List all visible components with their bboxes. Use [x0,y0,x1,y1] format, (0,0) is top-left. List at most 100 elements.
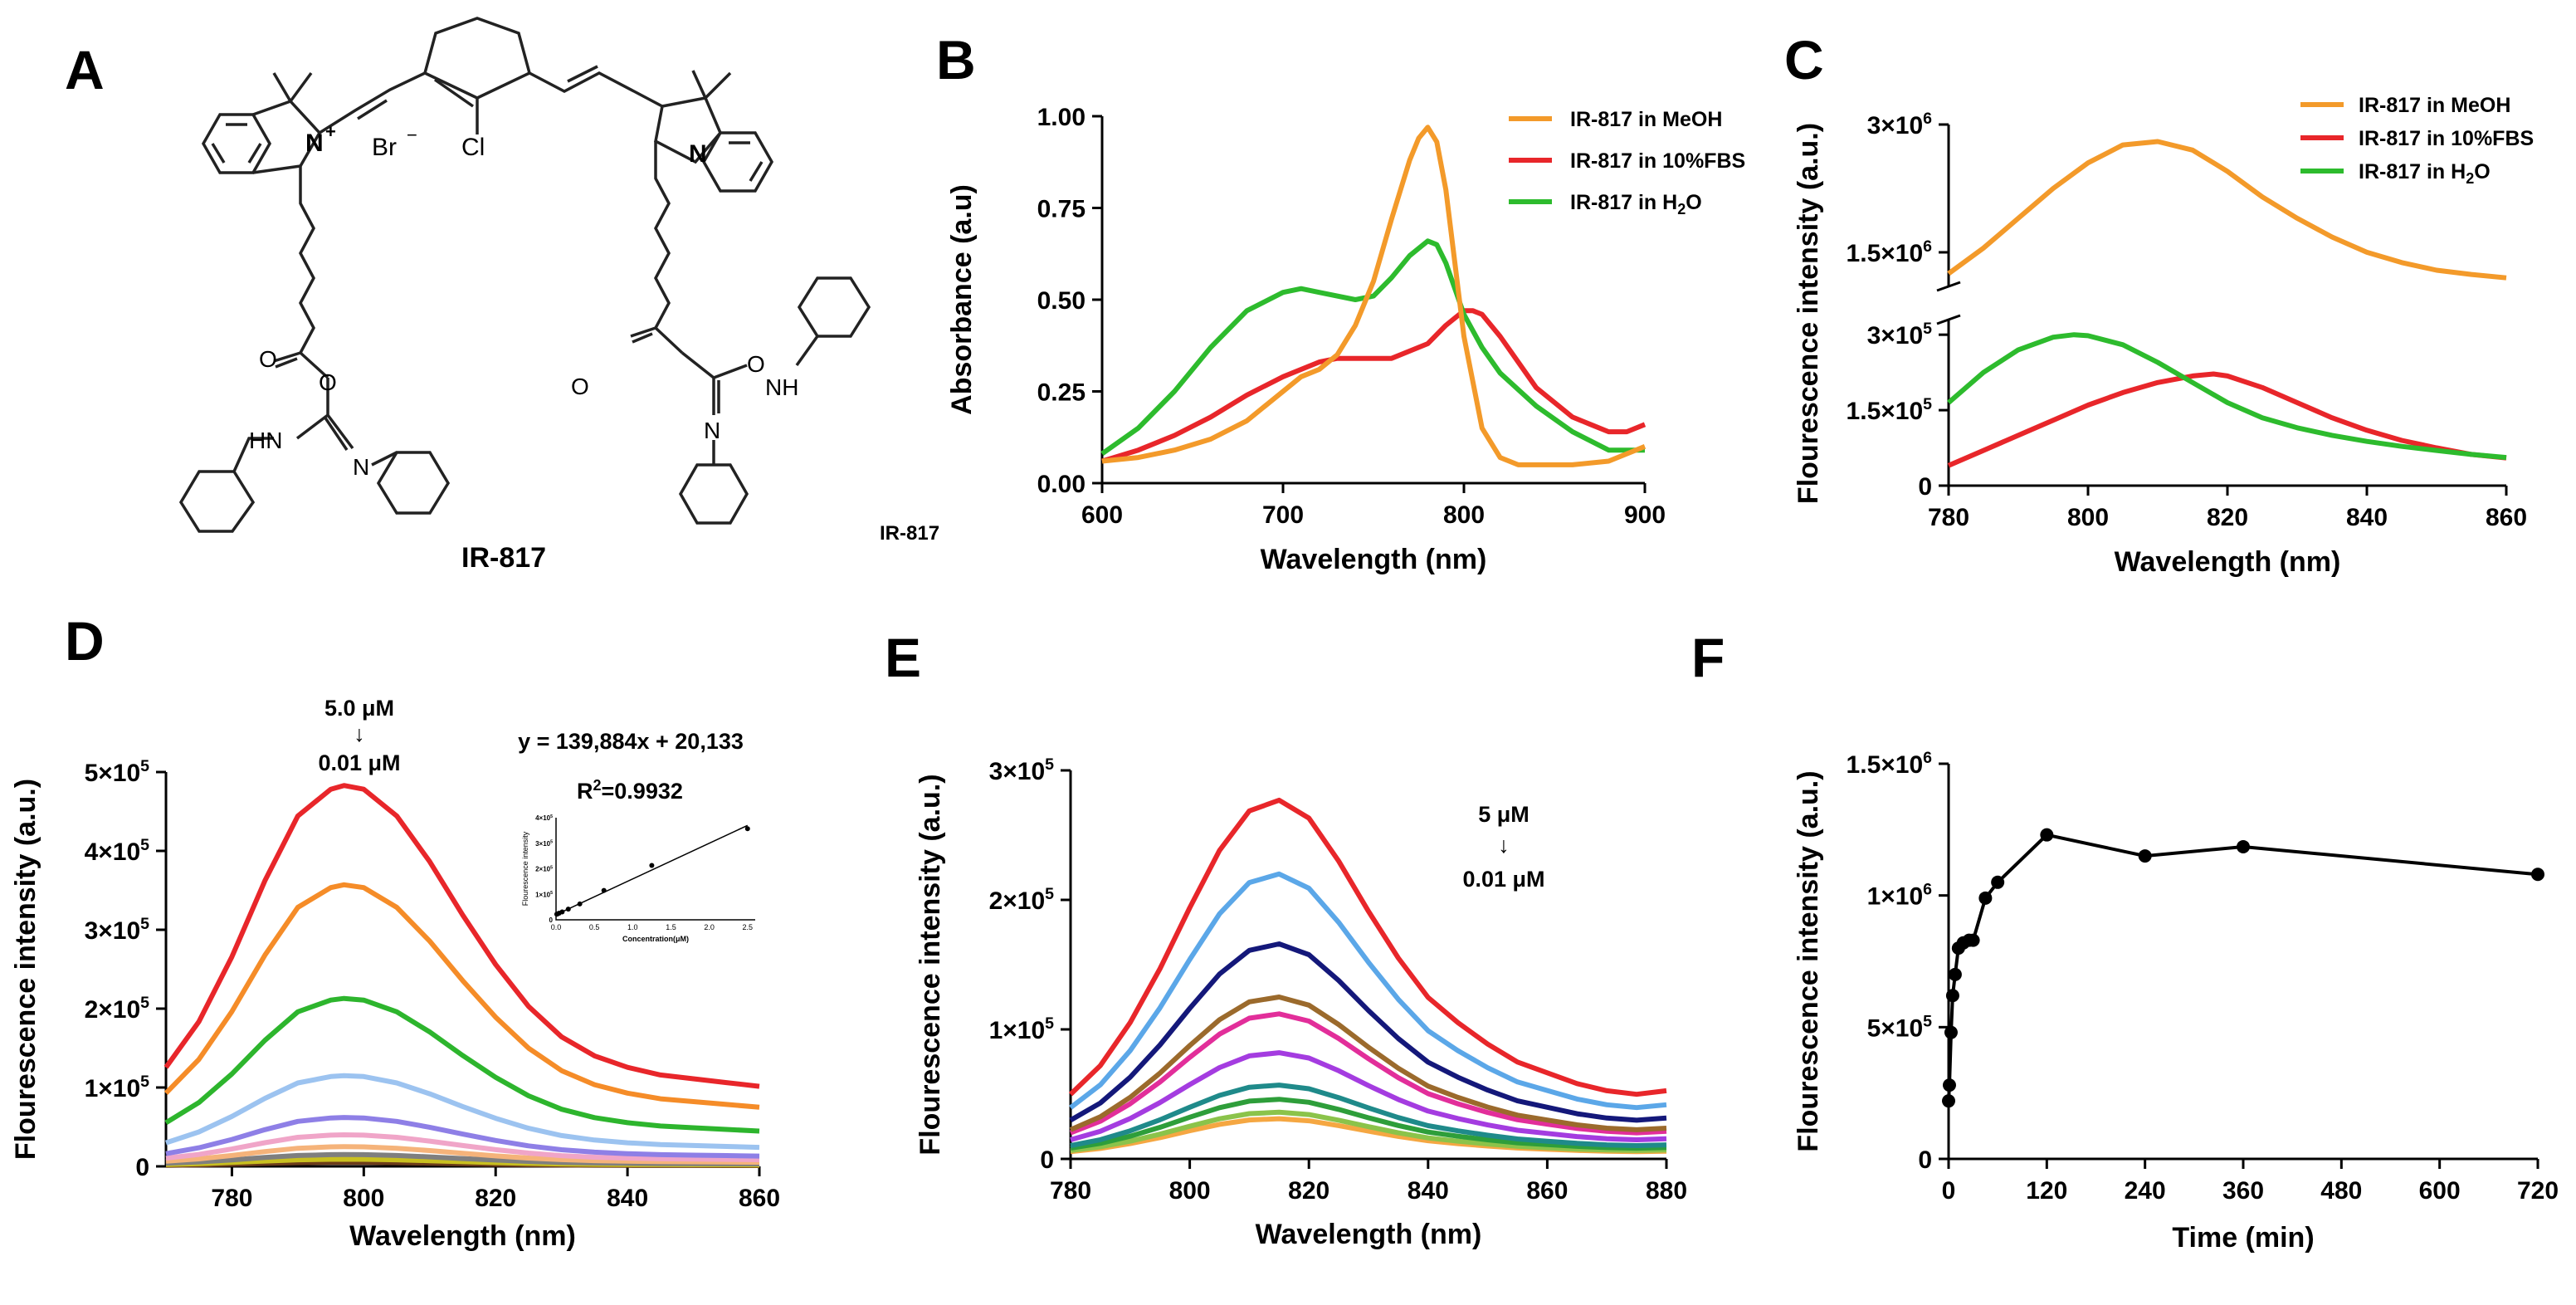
inset-y-tick-label: 2×105 [535,865,553,872]
series-line [1069,941,1667,1123]
y-tick-label: 2×105 [85,994,150,1024]
inset-y-tick-label: 1×105 [535,891,553,898]
chart-absorbance: 600 700 800 900 0.00 0.25 0.50 0.75 1.00 Waveleng… [946,104,1745,575]
inset-y-tick-label: 3×105 [535,840,553,848]
inset-x-tick-label: 2.0 [704,923,715,931]
x-tick-label: 860 [739,1185,780,1212]
y-tick-label: 0.00 [1037,471,1086,498]
annotation-top: 5.0 μM [324,696,394,721]
chart-fluorescence-solvents: 780 800 820 840 860 1.5×106 3×106 0 1.5×105 3×105… [1793,94,2534,578]
data-point [1966,933,1980,947]
series-line [1069,871,1667,1111]
data-point [2138,849,2152,863]
x-tick-label: 780 [1050,1177,1091,1205]
atom-cl: Cl [461,134,485,161]
annotation-arrow: ↓ [354,721,365,746]
legend-label: IR-817 in H2O [1570,191,1702,218]
series-line [1070,1109,1667,1153]
ir817-structure [178,17,871,533]
y-tick-label: 0.25 [1037,379,1086,407]
inset-x-tick-label: 1.0 [627,923,638,931]
x-tick-label: 780 [1928,504,1969,531]
atom-o-left-ester: O [319,369,337,395]
compound-name: IR-817 [461,542,546,574]
series-line [1947,371,2507,468]
series-line [1070,1050,1667,1142]
x-tick-label: 800 [343,1185,384,1212]
x-axis-label: Wavelength (nm) [1261,544,1487,575]
inset-point [601,887,607,893]
series-line [165,1144,760,1165]
series-line [1069,1011,1667,1136]
inset-point [744,826,750,832]
inset-point [577,901,583,907]
legend-label: IR-817 in H2O [2359,160,2491,187]
inset-point [559,909,565,915]
fit-equation: y = 139,884x + 20,133 [518,729,744,754]
y-tick-label: 3×105 [85,915,150,945]
axes [1947,764,2538,1161]
x-tick-label: 820 [2207,504,2248,531]
inset-y-label: Flourescence intensity [521,831,529,906]
chart-fluorescence-concentration: 780 800 820 840 860 880 0 1×105 2×105 3×105 Wavele… [915,755,1687,1250]
y-tick-label: 5×105 [1867,1012,1933,1042]
x-axis-label: Wavelength (nm) [1256,1219,1482,1250]
annotation-arrow: ↓ [1498,833,1510,858]
legend-label: IR-817 in MeOH [2359,94,2510,117]
inset-x-tick-label: 0.0 [551,923,562,931]
series-line [163,882,760,1110]
annotation-bottom: 0.01 μM [1462,867,1544,892]
series-line [1069,995,1667,1132]
atom-n-right: N [689,140,707,168]
series-line [1068,797,1667,1097]
y-tick-label: 0 [1040,1146,1054,1174]
y-tick-label: 1.5×105 [1847,395,1933,425]
data-point [1945,989,1959,1003]
atom-charge: + [325,121,336,142]
data-point [1991,875,2005,889]
atom-n-left: N [305,130,324,157]
y-axis-label: Flourescence intensity (a.u.) [1793,123,1824,504]
inset-fit-line [555,824,749,916]
data-point [1942,1078,1956,1092]
atom-n-left-imine: N [353,454,369,480]
x-tick-label: 820 [475,1185,516,1212]
data-point [1978,891,1993,905]
series-line [1100,238,1645,457]
axis-break-mark [1936,314,1961,325]
data-point [2531,868,2544,882]
inset-y-tick-label: 4×105 [535,814,553,822]
inset-x-tick-label: 1.5 [666,923,676,931]
x-tick-label: 0 [1942,1177,1956,1205]
y-tick-label: 3×105 [989,755,1055,785]
data-point [2040,828,2054,842]
x-tick-label: 800 [1443,501,1485,529]
x-axis-label: Wavelength (nm) [349,1220,576,1252]
inset-x-tick-label: 0.5 [589,923,600,931]
panel-label-d: D [65,610,105,672]
inset-point [649,863,655,868]
axis-break-mark [1936,281,1961,292]
data-point [1948,967,1962,981]
y-tick-label: 4×105 [85,836,150,866]
y-tick-label: 0 [1918,1146,1932,1174]
x-tick-label: 800 [2067,504,2109,531]
inset-point [565,907,571,912]
x-axis-label: Time (min) [2172,1222,2314,1254]
y-tick-label: 0 [135,1154,149,1181]
inset-x-label: Concentration(μM) [622,935,689,943]
inset-axes [555,818,755,921]
x-axis-label: Wavelength (nm) [2115,546,2341,578]
y-tick-label: 0.75 [1037,196,1086,223]
counter-ion-minus: − [407,125,417,145]
stray-label: IR-817 [880,522,939,545]
y-tick-label: 1×106 [1867,881,1933,911]
legend-label: IR-817 in 10%FBS [2359,127,2534,150]
panel-label-b: B [936,29,976,90]
atom-o-right-ester: O [747,351,765,377]
series-line [164,995,760,1134]
inset-r2: R2=0.9932 [577,777,683,804]
x-tick-label: 600 [1081,501,1123,529]
structure-atom-labels: N + Br − Cl N O O HN N O O NH N IR-817 [249,121,798,574]
x-tick-label: 860 [1526,1177,1568,1205]
